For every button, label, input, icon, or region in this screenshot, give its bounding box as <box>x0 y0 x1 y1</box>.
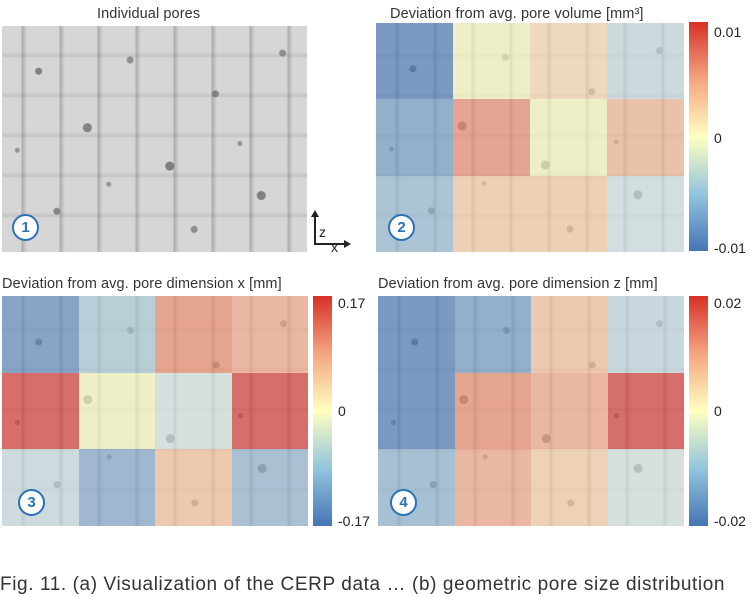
heatmap-cell <box>378 449 455 526</box>
x-axis-label: x <box>331 239 338 255</box>
x-axis-arrow-icon <box>344 240 351 248</box>
figure-caption: Fig. 11. (a) Visualization of the CERP d… <box>0 574 726 595</box>
heatmap-cell <box>530 99 607 176</box>
heatmap-cell <box>531 449 608 526</box>
heatmap-cell <box>607 175 684 252</box>
heatmap-cell <box>78 372 155 450</box>
heatmap-cell <box>607 449 684 526</box>
heatmap-cell <box>454 372 531 450</box>
panel-1-number-badge: 1 <box>12 214 39 241</box>
heatmap-cell <box>231 296 308 373</box>
heatmap-cell <box>607 372 684 450</box>
colorbar-mid-label: 0 <box>714 403 722 419</box>
heatmap-cell <box>2 372 79 450</box>
heatmap-cell <box>453 99 530 176</box>
colorbar-min-label: -0.01 <box>714 240 746 256</box>
panel-2-number-badge: 2 <box>388 214 415 241</box>
heatmap-cell <box>2 449 79 526</box>
heatmap-cell <box>453 175 530 252</box>
colorbar-min-label: -0.02 <box>714 513 746 529</box>
heatmap-cell <box>78 296 155 373</box>
panel-2-title: Deviation from avg. pore volume [mm³] <box>390 6 644 22</box>
heatmap-cell <box>376 99 453 176</box>
heatmap-cell <box>453 23 530 100</box>
heatmap-cell <box>376 23 453 100</box>
panel-4-heatmap <box>378 296 684 526</box>
heatmap-cell <box>607 99 684 176</box>
colorbar-mid-label: 0 <box>338 403 346 419</box>
heatmap-cell <box>155 449 232 526</box>
colorbar-max-label: 0.02 <box>714 295 742 311</box>
deviation-grid <box>378 296 684 526</box>
heatmap-cell <box>378 296 455 373</box>
panel-2-colorbar <box>689 22 708 251</box>
colorbar-max-label: 0.01 <box>714 24 742 40</box>
heatmap-cell <box>155 372 232 450</box>
panel-3-colorbar <box>313 296 332 526</box>
heatmap-cell <box>231 372 308 450</box>
deviation-grid <box>2 296 308 526</box>
panel-3-number-badge: 3 <box>18 489 45 516</box>
heatmap-cell <box>378 372 455 450</box>
heatmap-cell <box>531 372 608 450</box>
colorbar-min-label: -0.17 <box>338 513 370 529</box>
panel-1-image <box>2 26 307 252</box>
colorbar-max-label: 0.17 <box>338 295 366 311</box>
panel-2-heatmap <box>376 23 684 252</box>
heatmap-cell <box>454 296 531 373</box>
x-axis-line <box>314 243 344 245</box>
heatmap-cell <box>2 296 79 373</box>
z-axis-label: z <box>319 224 326 240</box>
heatmap-cell <box>231 449 308 526</box>
z-axis-line <box>314 214 316 244</box>
panel-1-title: Individual pores <box>97 6 201 22</box>
heatmap-cell <box>155 296 232 373</box>
panel-4-title: Deviation from avg. pore dimension z [mm… <box>378 276 658 292</box>
panel-3-heatmap <box>2 296 308 526</box>
heatmap-cell <box>454 449 531 526</box>
heatmap-cell <box>607 296 684 373</box>
heatmap-cell <box>376 175 453 252</box>
z-axis-arrow-icon <box>311 210 319 217</box>
heatmap-cell <box>78 449 155 526</box>
heatmap-cell <box>530 175 607 252</box>
panel-3-title: Deviation from avg. pore dimension x [mm… <box>2 276 282 292</box>
panel-4-colorbar <box>689 296 708 526</box>
deviation-grid <box>376 23 684 252</box>
pore-texture <box>2 26 307 252</box>
heatmap-cell <box>530 23 607 100</box>
colorbar-mid-label: 0 <box>714 130 722 146</box>
panel-4-number-badge: 4 <box>390 489 417 516</box>
heatmap-cell <box>607 23 684 100</box>
heatmap-cell <box>531 296 608 373</box>
